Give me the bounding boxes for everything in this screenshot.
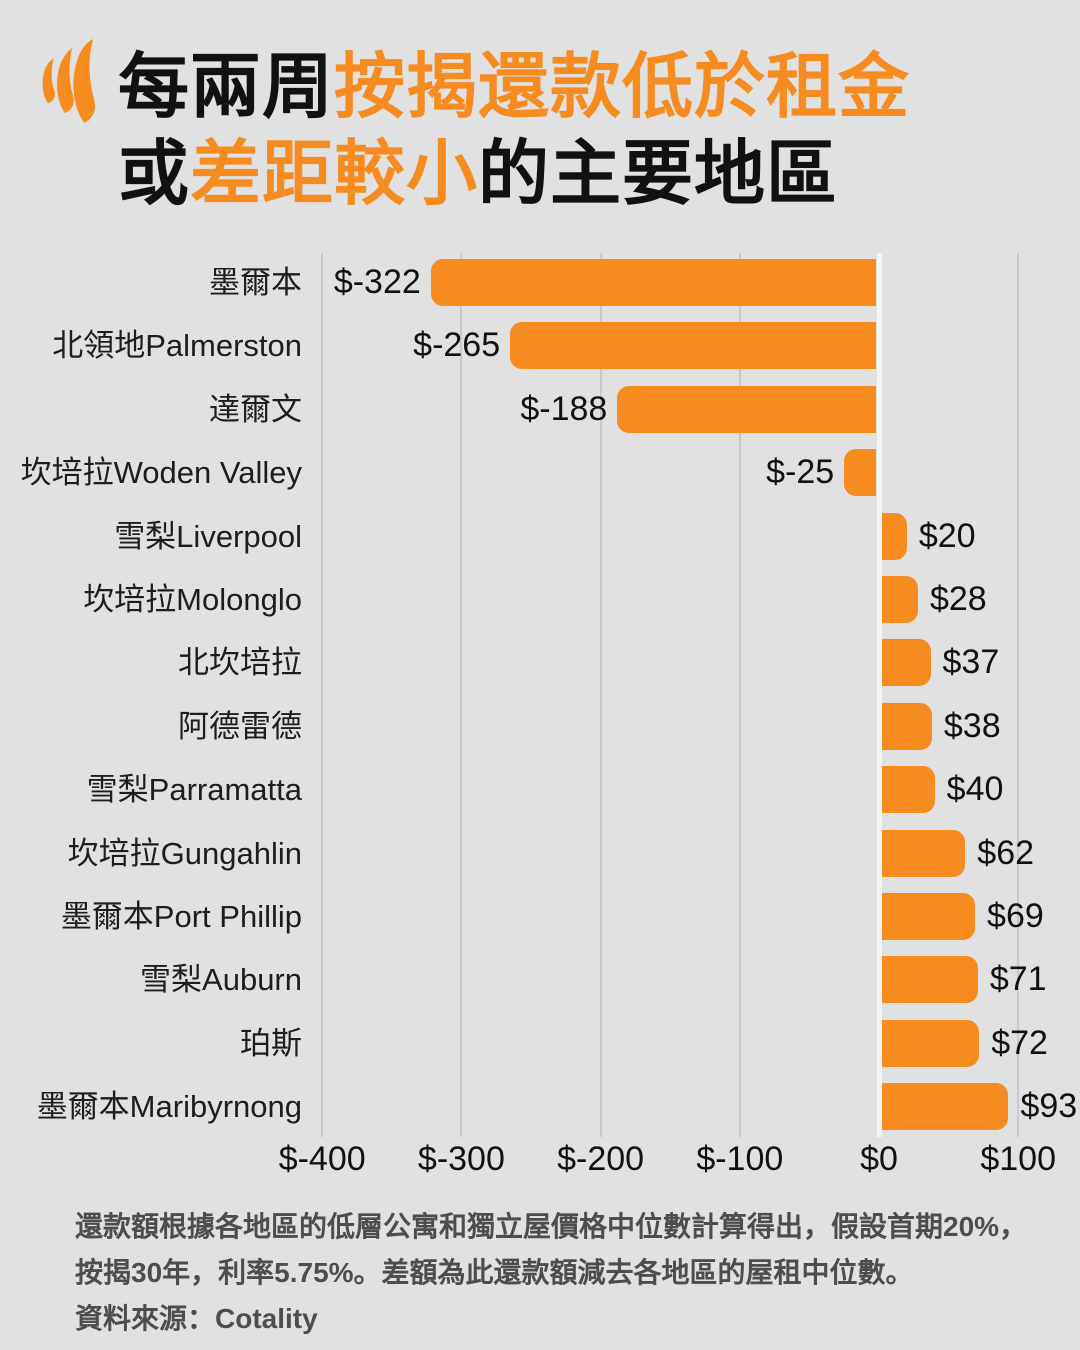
title-line1-orange: 按揭還款低於租金: [334, 48, 911, 127]
bar-value-label: $28: [929, 580, 987, 618]
bar: [510, 322, 876, 370]
footnote: 還款額根據各地區的低層公寓和獨立屋價格中位數計算得出，假設首期20%， 按揭30…: [75, 1204, 1027, 1342]
axis-tick-label: $-100: [696, 1140, 784, 1178]
bar: [882, 576, 918, 623]
bar: [882, 639, 931, 687]
bar: [882, 829, 966, 877]
bar-value-label: $62: [977, 833, 1035, 872]
bar: [430, 259, 876, 306]
row-label: 坎培拉Molonglo: [83, 582, 302, 617]
footnote-source: 資料來源：Cotality: [75, 1303, 318, 1334]
row-label: 達爾文: [209, 391, 302, 427]
bar: [844, 449, 876, 497]
bar-value-label: $69: [987, 897, 1044, 935]
bar-value-label: $-322: [333, 263, 421, 301]
zero-axis-line: [876, 253, 882, 1137]
axis-tick-label: $-400: [278, 1140, 366, 1178]
bar: [882, 893, 976, 940]
row-label: 阿德雷德: [178, 708, 302, 744]
row-label: 雪梨Liverpool: [114, 518, 302, 554]
row-label: 北坎培拉: [178, 645, 302, 681]
sbs-logo: [36, 38, 110, 124]
bar-value-label: $-188: [520, 389, 608, 428]
title-line2-orange: 差距較小: [190, 135, 479, 214]
bar-value-label: $71: [989, 960, 1047, 999]
bar: [882, 702, 932, 750]
page-title: 每兩周按揭還款低於租金 或差距較小的主要地區: [118, 44, 910, 218]
title-line1-black: 每兩周: [118, 48, 335, 127]
footnote-line-1: 還款額根據各地區的低層公寓和獨立屋價格中位數計算得出，假設首期20%，: [75, 1211, 1028, 1242]
bar-value-label: $20: [918, 516, 976, 555]
axis-tick-label: $100: [980, 1140, 1056, 1178]
bar: [882, 1019, 980, 1067]
bar-value-label: $38: [943, 706, 1001, 745]
row-label: 北領地Palmerston: [52, 328, 302, 364]
axis-tick-label: $-300: [417, 1140, 505, 1178]
bar-value-label: $93: [1020, 1087, 1078, 1126]
bar-value-label: $40: [946, 770, 1004, 809]
sbs-logo-icon: [42, 39, 96, 123]
row-label: 雪梨Auburn: [140, 962, 302, 998]
gridline: [321, 253, 324, 1137]
row-label: 珀斯: [240, 1025, 302, 1061]
axis-tick-label: $0: [860, 1140, 898, 1178]
bar: [882, 766, 935, 814]
row-label: 墨爾本Maribyrnong: [36, 1089, 302, 1125]
footnote-line-2: 按揭30年，利率5.75%。差額為此還款額減去各地區的屋租中位數。: [75, 1257, 914, 1288]
gridline: [599, 253, 602, 1137]
row-label: 雪梨Parramatta: [86, 772, 302, 808]
bar: [882, 956, 978, 1004]
title-line2-black1: 或: [118, 135, 191, 214]
row-label: 墨爾本: [209, 265, 302, 300]
gridline: [738, 253, 741, 1137]
bar-value-label: $-25: [766, 453, 835, 492]
row-label: 坎培拉Woden Valley: [20, 455, 302, 491]
bar-value-label: $72: [991, 1023, 1048, 1062]
title-line-1: 每兩周按揭還款低於租金: [118, 44, 910, 131]
bar-value-label: $-265: [413, 326, 501, 365]
bar: [882, 512, 907, 560]
row-label: 墨爾本Port Phillip: [60, 899, 302, 934]
bar-value-label: $37: [942, 643, 1000, 682]
row-label: 坎培拉Gungahlin: [67, 835, 302, 871]
title-line2-black2: 的主要地區: [478, 135, 839, 214]
gridline: [460, 253, 463, 1137]
bar: [882, 1083, 1009, 1131]
gridline: [1017, 253, 1020, 1137]
title-line-2: 或差距較小的主要地區: [118, 131, 910, 218]
axis-tick-label: $-200: [557, 1140, 645, 1178]
bar: [617, 385, 876, 433]
